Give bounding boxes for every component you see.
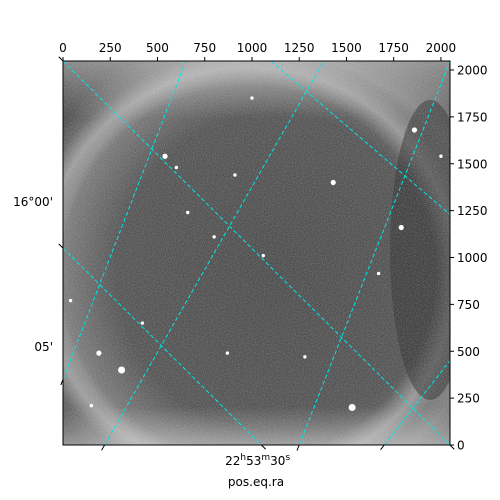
star-9: [348, 404, 356, 411]
pixel-y-axis: 0 250 500 750 1000 1250 1500 1750 2000: [450, 64, 488, 453]
x-tick-label-1000: 1000: [237, 41, 268, 55]
y-tick-label-1000: 1000: [457, 251, 488, 265]
coordinate-grid: [63, 61, 450, 445]
star-field: [68, 96, 443, 411]
star-1: [411, 127, 418, 133]
dec-grid-line-1: [63, 247, 262, 445]
star-2: [330, 179, 336, 186]
star-0: [162, 153, 168, 159]
pixel-x-axis: 0 250 500 750 1000 1250 1500 1750 2000: [59, 41, 456, 61]
star-11: [303, 355, 307, 359]
ra-grid-line-3: [63, 61, 187, 380]
y-tick-label-500: 500: [457, 345, 480, 359]
x-tick-label-2000: 2000: [426, 41, 457, 55]
star-17: [439, 154, 443, 158]
dec-tick-label-0: 16°00': [13, 195, 53, 209]
world-tick-5-0: [380, 444, 385, 451]
ra-grid-line-5: [383, 360, 450, 445]
sky-image: [63, 61, 450, 445]
world-tick-0-0: [58, 56, 64, 62]
star-5: [261, 253, 266, 258]
star-12: [376, 271, 381, 276]
star-4: [186, 210, 190, 215]
x-tick-label-250: 250: [99, 41, 122, 55]
star-3: [398, 224, 404, 231]
star-10: [225, 351, 230, 355]
x-tick-label-1250: 1250: [284, 41, 315, 55]
y-tick-label-750: 750: [457, 298, 480, 312]
star-15: [212, 235, 216, 239]
y-tick-label-1750: 1750: [457, 110, 488, 124]
world-tick-0-1: [449, 444, 455, 450]
x-tick-label-1750: 1750: [378, 41, 409, 55]
y-tick-label-1500: 1500: [457, 157, 488, 171]
star-14: [89, 403, 94, 408]
world-tick-4-0: [101, 444, 106, 451]
world-tick-3-0: [60, 379, 64, 386]
x-axis-title: pos.eq.ra: [228, 475, 284, 489]
star-6: [140, 321, 145, 325]
y-tick-label-2000: 2000: [457, 64, 488, 78]
plot-frame: [62, 60, 451, 446]
star-19: [233, 173, 237, 177]
ra-grid-line-4: [104, 61, 325, 445]
dec-axis: 16°00' 05': [13, 195, 53, 354]
star-7: [96, 350, 102, 356]
star-13: [68, 298, 73, 303]
dec-grid-line-2: [270, 61, 450, 215]
y-tick-label-250: 250: [457, 392, 480, 406]
ra-axis: 22h53m30s: [58, 56, 455, 468]
world-tick-1-0: [58, 243, 64, 249]
x-tick-label-750: 750: [193, 41, 216, 55]
x-tick-label-500: 500: [146, 41, 169, 55]
x-tick-label-1500: 1500: [331, 41, 362, 55]
dec-tick-label-1: 05': [34, 340, 53, 354]
world-tick-1-1: [261, 444, 267, 450]
world-tick-6-0: [296, 444, 300, 451]
x-tick-label-0: 0: [59, 41, 67, 55]
star-16: [250, 96, 254, 100]
y-tick-label-1250: 1250: [457, 204, 488, 218]
y-tick-label-0: 0: [457, 439, 465, 453]
ra-grid-line-6: [298, 61, 450, 445]
ra-tick-label-0: 22h53m30s: [225, 453, 290, 468]
star-8: [118, 366, 126, 374]
star-18: [174, 165, 179, 170]
